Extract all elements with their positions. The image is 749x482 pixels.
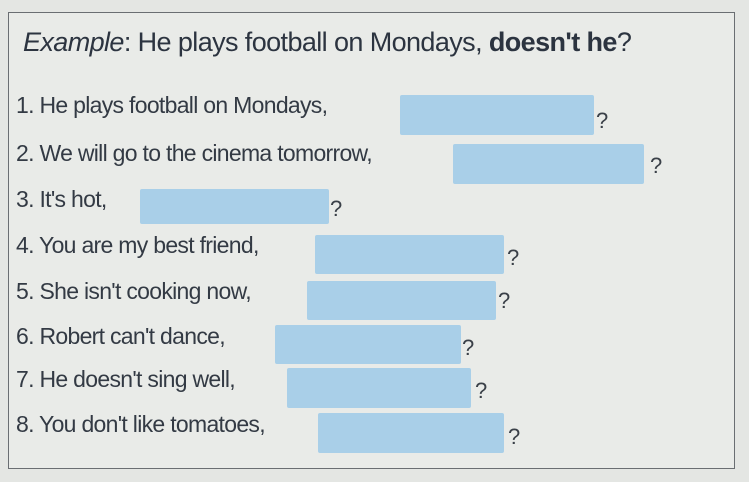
item-3-question-mark: ? [330, 196, 343, 221]
example-label: Example [23, 27, 124, 57]
item-6-question-mark: ? [462, 335, 475, 360]
item-8-text: 8. You don't like tomatoes, [16, 411, 266, 437]
item-8-question-mark: ? [508, 424, 521, 449]
item-1-answer-input[interactable] [400, 95, 594, 135]
item-7-text: 7. He doesn't sing well, [16, 366, 236, 392]
item-5-question-mark: ? [498, 288, 511, 313]
item-5-answer-input[interactable] [307, 281, 496, 320]
item-1-question-mark: ? [596, 108, 609, 133]
item-2-text: 2. We will go to the cinema tomorrow, [16, 140, 373, 166]
item-2-question-mark: ? [650, 153, 663, 178]
example-sentence: : He plays football on Mondays, [123, 27, 489, 57]
item-6-answer-input[interactable] [275, 325, 461, 364]
item-6-text: 6. Robert can't dance, [16, 323, 226, 349]
item-1-text: 1. He plays football on Mondays, [16, 92, 328, 118]
item-3-text: 3. It's hot, [16, 186, 107, 212]
item-7-question-mark: ? [475, 378, 488, 403]
item-3-answer-input[interactable] [140, 189, 329, 224]
example-question-mark: ? [616, 27, 632, 57]
item-8-answer-input[interactable] [318, 413, 504, 453]
example-tag: doesn't he [488, 27, 618, 57]
item-4-answer-input[interactable] [315, 235, 504, 274]
item-2-answer-input[interactable] [453, 144, 644, 184]
item-4-question-mark: ? [507, 245, 520, 270]
item-4-text: 4. You are my best friend, [16, 232, 259, 258]
item-7-answer-input[interactable] [287, 368, 471, 408]
example-line: Example: He plays football on Mondays, d… [23, 27, 632, 58]
item-5-text: 5. She isn't cooking now, [16, 278, 252, 304]
